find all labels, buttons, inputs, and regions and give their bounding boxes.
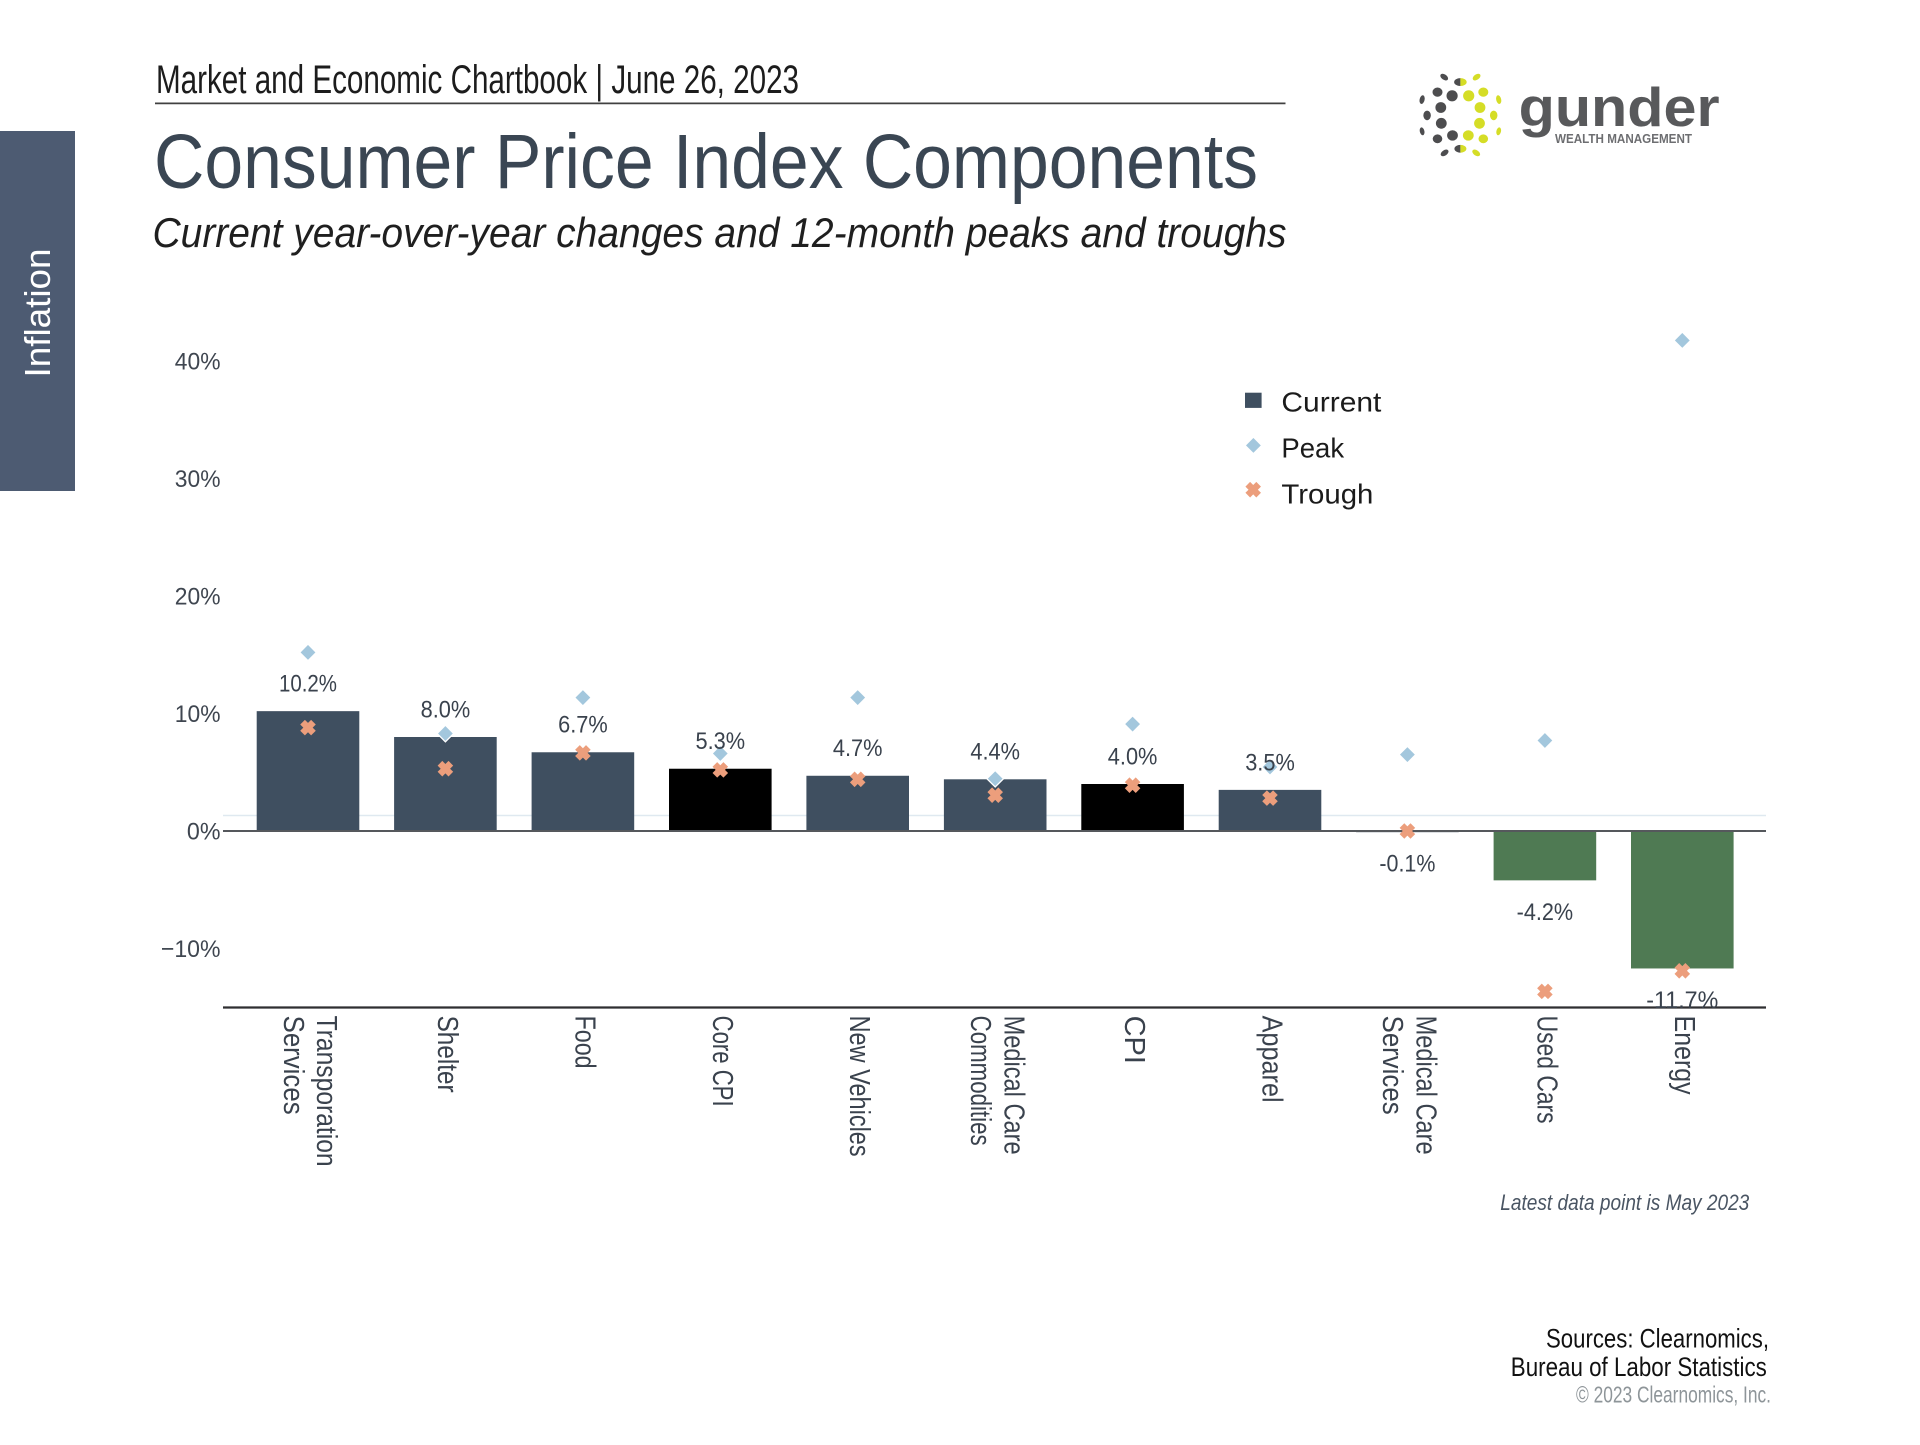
svg-text:Services: Services xyxy=(277,1016,309,1115)
svg-text:CPI: CPI xyxy=(1118,1016,1150,1064)
svg-text:Medical Care: Medical Care xyxy=(1410,1016,1442,1155)
svg-text:Energy: Energy xyxy=(1668,1016,1700,1095)
svg-text:3.5%: 3.5% xyxy=(1245,749,1295,776)
svg-text:20%: 20% xyxy=(175,583,221,610)
svg-text:Transporation: Transporation xyxy=(310,1016,342,1167)
svg-text:Peak: Peak xyxy=(1281,433,1344,464)
svg-text:10.2%: 10.2% xyxy=(279,671,337,698)
svg-text:WEALTH MANAGEMENT: WEALTH MANAGEMENT xyxy=(1555,132,1692,146)
svg-text:40%: 40% xyxy=(175,348,221,375)
svg-text:gunder: gunder xyxy=(1519,76,1720,138)
svg-text:Used Cars: Used Cars xyxy=(1530,1016,1562,1124)
svg-text:-0.1%: -0.1% xyxy=(1379,851,1435,878)
svg-text:New Vehicles: New Vehicles xyxy=(843,1016,875,1157)
svg-text:Apparel: Apparel xyxy=(1256,1016,1288,1103)
svg-text:5.3%: 5.3% xyxy=(696,728,746,755)
svg-text:Services: Services xyxy=(1376,1016,1408,1115)
svg-text:6.7%: 6.7% xyxy=(558,712,608,739)
svg-text:4.4%: 4.4% xyxy=(970,739,1020,766)
svg-text:Market and Economic Chartbook: Market and Economic Chartbook | June 26,… xyxy=(156,58,799,102)
svg-text:Medical Care: Medical Care xyxy=(997,1016,1029,1155)
svg-text:−10%: −10% xyxy=(161,936,221,963)
svg-text:© 2023 Clearnomics, Inc.: © 2023 Clearnomics, Inc. xyxy=(1576,1382,1771,1408)
svg-text:0%: 0% xyxy=(187,818,221,845)
svg-text:4.7%: 4.7% xyxy=(833,735,883,762)
svg-text:30%: 30% xyxy=(175,466,221,493)
svg-text:8.0%: 8.0% xyxy=(421,696,471,723)
svg-text:-11.7%: -11.7% xyxy=(1646,987,1718,1014)
svg-text:Core CPI: Core CPI xyxy=(706,1016,738,1107)
svg-text:Shelter: Shelter xyxy=(431,1016,463,1093)
svg-text:Sources: Clearnomics,: Sources: Clearnomics, xyxy=(1546,1324,1769,1354)
svg-text:Latest data point is May 2023: Latest data point is May 2023 xyxy=(1500,1190,1750,1215)
svg-text:4.0%: 4.0% xyxy=(1108,743,1158,770)
svg-text:Current: Current xyxy=(1281,387,1381,418)
svg-text:Commodities: Commodities xyxy=(964,1016,996,1146)
svg-text:Bureau of Labor Statistics: Bureau of Labor Statistics xyxy=(1511,1352,1767,1382)
svg-text:Food: Food xyxy=(568,1016,600,1069)
svg-text:Consumer Price Index Component: Consumer Price Index Components xyxy=(154,120,1258,205)
svg-text:10%: 10% xyxy=(175,701,221,728)
svg-text:Current year-over-year changes: Current year-over-year changes and 12-mo… xyxy=(153,209,1287,256)
svg-text:Inflation: Inflation xyxy=(17,249,58,378)
svg-text:Trough: Trough xyxy=(1281,478,1373,509)
svg-text:-4.2%: -4.2% xyxy=(1517,899,1574,926)
